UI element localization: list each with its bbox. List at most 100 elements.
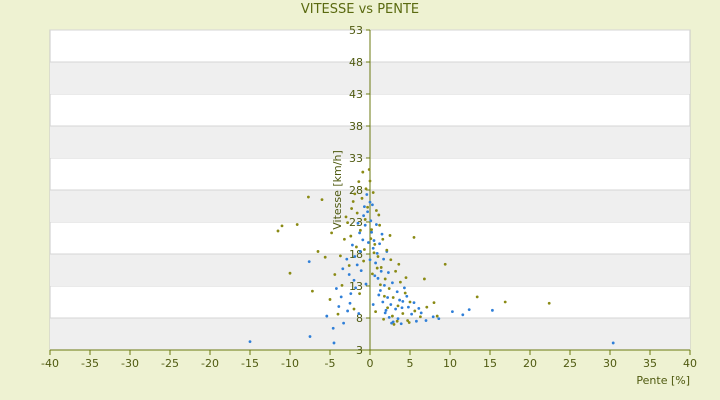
data-point — [352, 307, 356, 311]
data-point — [372, 239, 376, 242]
data-point — [386, 296, 389, 299]
data-point — [403, 291, 407, 295]
data-point — [367, 168, 371, 171]
data-point — [337, 305, 341, 308]
data-point — [357, 312, 361, 315]
data-point — [371, 203, 374, 207]
data-point — [349, 234, 353, 238]
data-point — [363, 223, 367, 227]
data-point — [385, 248, 389, 252]
data-point — [354, 286, 357, 290]
data-point — [357, 180, 361, 184]
x-tick-label: -25 — [161, 357, 179, 370]
data-point — [364, 187, 368, 191]
data-point — [491, 308, 494, 312]
data-point — [355, 211, 359, 215]
data-point — [398, 298, 401, 302]
data-point — [401, 299, 405, 303]
data-point — [346, 309, 349, 313]
data-point — [395, 319, 399, 323]
data-point — [383, 277, 387, 281]
data-point — [347, 264, 351, 267]
data-point — [248, 340, 252, 344]
data-point — [443, 262, 447, 266]
data-point — [335, 287, 338, 290]
data-point — [379, 283, 382, 287]
data-point — [391, 314, 394, 318]
data-point — [371, 303, 375, 306]
data-point — [369, 219, 373, 223]
data-point — [342, 321, 345, 325]
data-point — [361, 170, 365, 174]
x-tick-label: -35 — [81, 357, 99, 370]
data-point — [419, 315, 422, 319]
data-point — [361, 238, 365, 242]
data-point — [359, 250, 362, 253]
data-point — [397, 262, 401, 266]
x-tick-label: -5 — [325, 357, 336, 370]
data-point — [371, 272, 374, 276]
y-tick-label: 43 — [349, 88, 363, 101]
y-tick-label: 8 — [356, 312, 363, 325]
chart-title: VITESSE vs PENTE — [300, 2, 420, 17]
data-point — [367, 241, 370, 244]
data-point — [307, 260, 311, 264]
y-axis-title: Vitesse [km/h] — [331, 150, 344, 230]
data-point — [362, 214, 365, 218]
data-point — [396, 317, 400, 321]
data-point — [330, 231, 333, 235]
data-point — [336, 312, 340, 316]
data-point — [339, 295, 343, 299]
data-point — [399, 280, 402, 284]
data-point — [381, 300, 385, 304]
data-point — [351, 200, 355, 203]
data-point — [360, 196, 364, 200]
data-point — [347, 273, 351, 276]
data-point — [375, 223, 378, 226]
data-point — [371, 191, 375, 194]
data-point — [389, 303, 393, 306]
y-tick-label: 13 — [349, 280, 363, 293]
data-point — [387, 287, 391, 290]
data-point — [376, 255, 380, 258]
data-point — [352, 278, 356, 282]
data-point — [391, 281, 394, 285]
data-point — [371, 246, 375, 250]
data-point — [412, 301, 416, 305]
data-point — [332, 341, 336, 345]
data-point — [280, 224, 284, 228]
data-point — [374, 261, 377, 265]
data-point — [349, 292, 353, 296]
data-point — [379, 269, 383, 273]
data-point — [373, 243, 377, 246]
data-point — [311, 289, 314, 293]
data-point — [415, 319, 418, 323]
data-point — [394, 307, 397, 311]
y-tick-label: 23 — [349, 216, 363, 229]
data-point — [364, 282, 368, 286]
y-tick-label: 28 — [349, 184, 363, 197]
data-point — [307, 195, 310, 199]
data-point — [423, 277, 426, 281]
data-point — [375, 266, 379, 270]
data-point — [412, 235, 416, 239]
data-point — [325, 314, 329, 318]
data-point — [396, 304, 400, 308]
data-point — [353, 192, 357, 196]
data-point — [378, 242, 381, 246]
data-point — [475, 295, 479, 299]
data-point — [372, 251, 376, 255]
data-point — [363, 205, 366, 209]
data-point — [382, 257, 385, 261]
data-point — [405, 294, 409, 298]
data-point — [392, 323, 396, 326]
data-point — [295, 223, 299, 226]
data-point — [368, 179, 372, 183]
data-point — [432, 301, 436, 305]
data-point — [370, 230, 373, 234]
data-point — [345, 257, 349, 261]
data-point — [406, 319, 409, 322]
data-point — [611, 341, 615, 345]
data-point — [403, 286, 406, 290]
data-point — [407, 305, 410, 309]
